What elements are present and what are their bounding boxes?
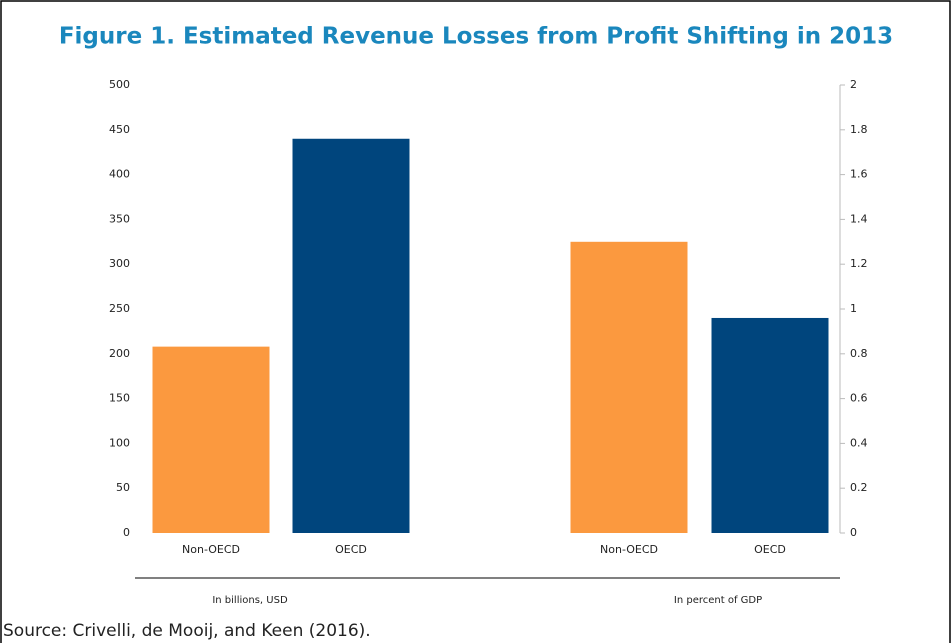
bar — [711, 317, 829, 533]
group-label: In billions, USD — [212, 595, 288, 606]
bar — [292, 138, 410, 533]
y2-tick-label: 1.4 — [850, 212, 868, 225]
y2-tick-label: 2 — [850, 78, 857, 91]
y2-tick-label: 0.2 — [850, 481, 868, 494]
y2-tick-label: 1.6 — [850, 168, 868, 181]
chart-title: Figure 1. Estimated Revenue Losses from … — [59, 24, 893, 50]
bar — [570, 241, 688, 534]
y-tick-label: 150 — [109, 392, 130, 405]
x-tick-label: OECD — [754, 543, 786, 556]
y-tick-label: 250 — [109, 302, 130, 315]
y-tick-label: 400 — [109, 168, 130, 181]
y-tick-label: 350 — [109, 212, 130, 225]
y2-tick-label: 1.2 — [850, 257, 868, 270]
x-tick-label: Non-OECD — [600, 543, 658, 556]
y-tick-label: 200 — [109, 347, 130, 360]
y2-tick-label: 0.6 — [850, 392, 868, 405]
y2-tick-label: 0.4 — [850, 436, 868, 449]
y-tick-label: 300 — [109, 257, 130, 270]
y-tick-label: 0 — [123, 526, 130, 539]
y2-tick-label: 0.8 — [850, 347, 868, 360]
y2-tick-label: 0 — [850, 526, 857, 539]
y-tick-label: 100 — [109, 436, 130, 449]
x-tick-label: OECD — [335, 543, 367, 556]
y-tick-label: 50 — [116, 481, 130, 494]
y-tick-label: 500 — [109, 78, 130, 91]
y2-tick-label: 1.8 — [850, 123, 868, 136]
y2-tick-label: 1 — [850, 302, 857, 315]
x-tick-label: Non-OECD — [182, 543, 240, 556]
group-label: In percent of GDP — [674, 595, 762, 606]
y-tick-label: 450 — [109, 123, 130, 136]
bar — [152, 346, 270, 533]
source: Source: Crivelli, de Mooij, and Keen (20… — [3, 621, 371, 641]
